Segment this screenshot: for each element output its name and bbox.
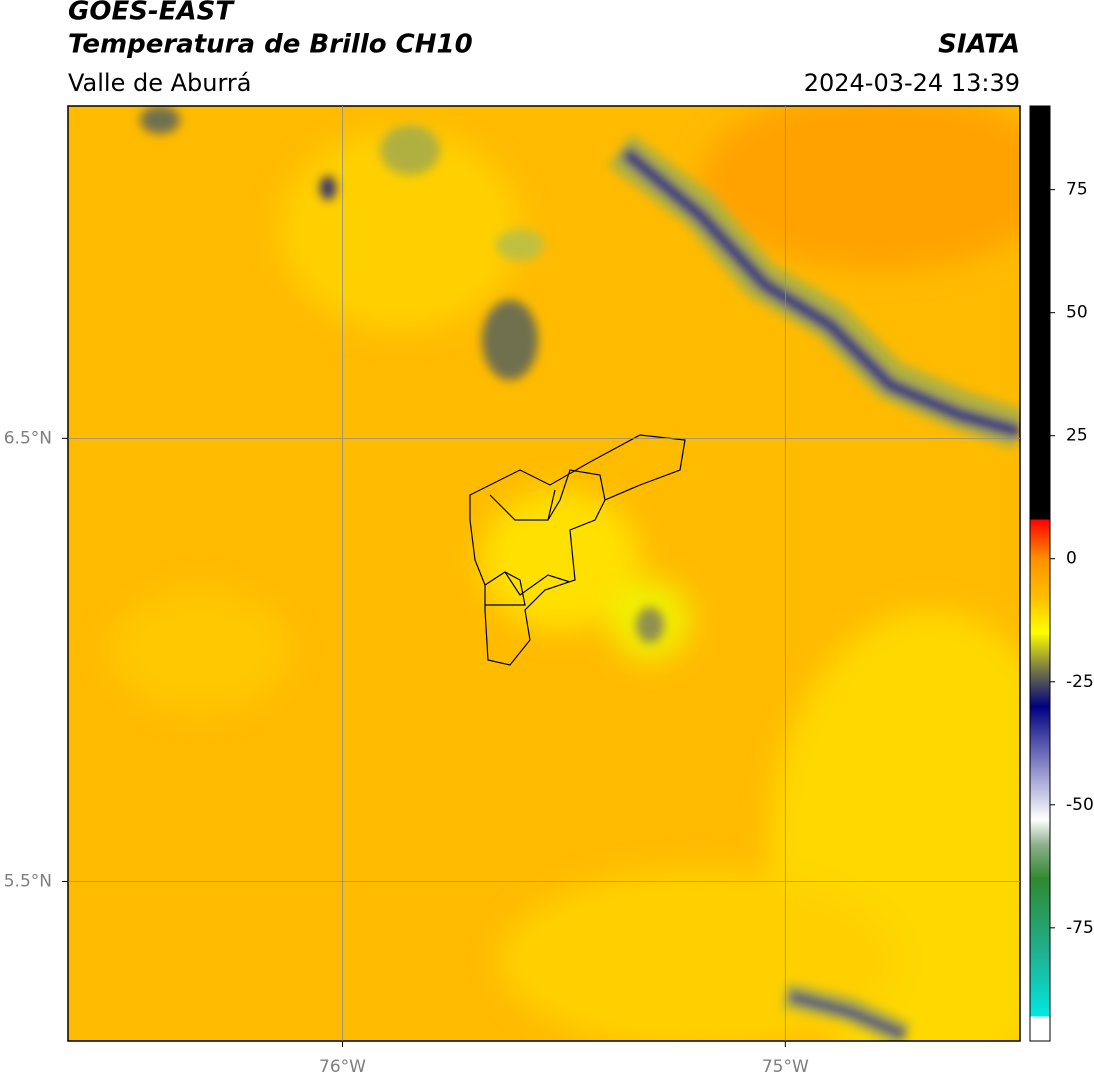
- x-tick-label: 76°W: [319, 1057, 366, 1077]
- colorbar-frame: [1029, 105, 1051, 1042]
- colorbar-tick-label: 0: [1066, 549, 1077, 569]
- valley-boundary: [469, 434, 686, 666]
- y-tick-label: 5.5°N: [4, 871, 52, 891]
- title-line1: GOES-EAST: [68, 0, 235, 27]
- colorbar: [1030, 106, 1050, 1041]
- map-frame: [67, 105, 1021, 1042]
- colorbar-tick-label: -75: [1066, 918, 1094, 938]
- colorbar-tick-label: 75: [1066, 180, 1088, 200]
- title-line2: Temperatura de Brillo CH10: [68, 30, 473, 60]
- x-tick-label: 75°W: [762, 1057, 809, 1077]
- title-right: SIATA: [938, 30, 1020, 60]
- colorbar-tick-label: 25: [1066, 426, 1088, 446]
- subtitle-right: 2024-03-24 13:39: [804, 69, 1020, 97]
- subtitle-left: Valle de Aburrá: [68, 69, 252, 97]
- y-tick-label: 6.5°N: [4, 428, 52, 448]
- colorbar-tick-label: 50: [1066, 303, 1088, 323]
- map-image: [68, 106, 1020, 1041]
- colorbar-tick-label: -50: [1066, 795, 1094, 815]
- colorbar-tick-label: -25: [1066, 672, 1094, 692]
